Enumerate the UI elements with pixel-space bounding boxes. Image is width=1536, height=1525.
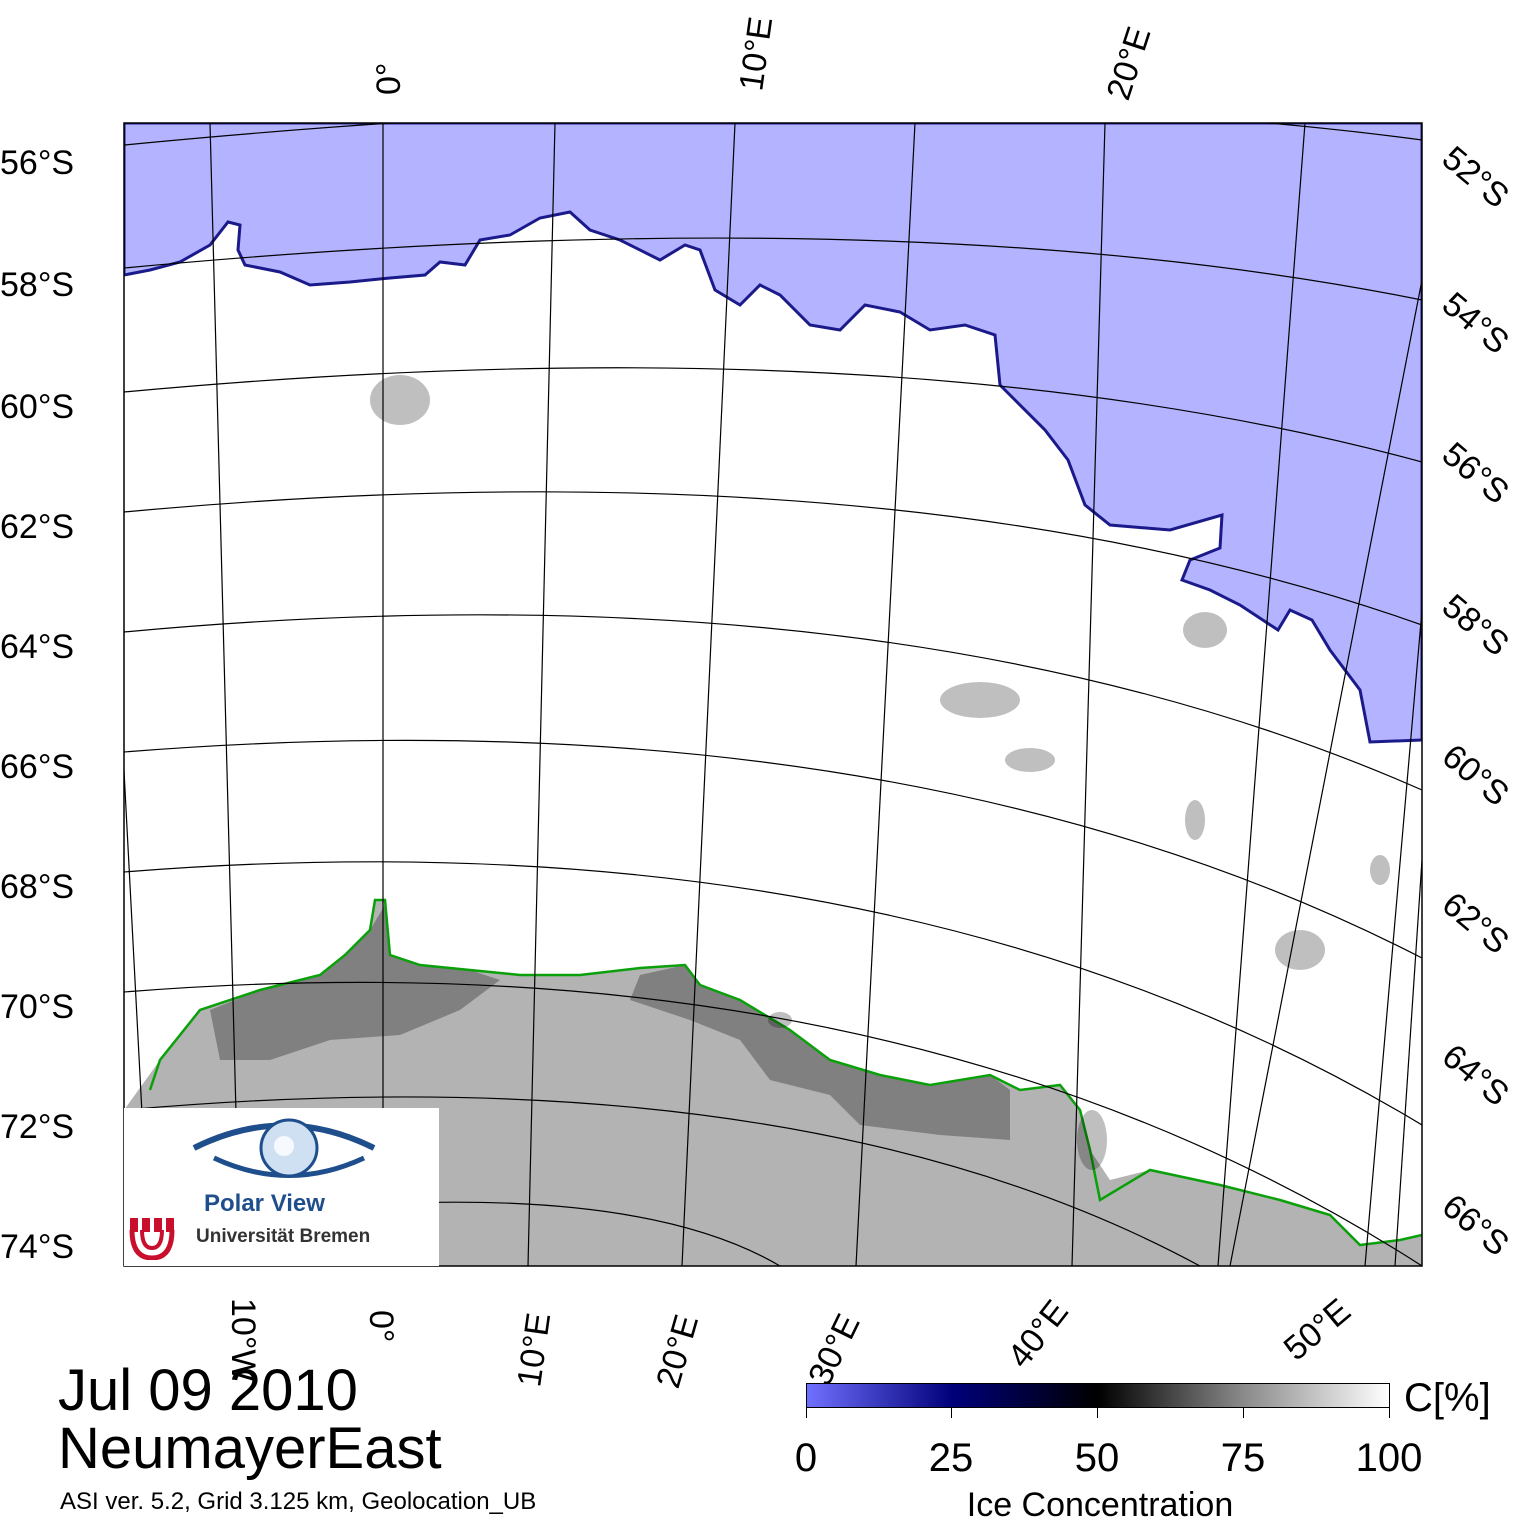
lon-label: 20°E (1099, 22, 1158, 104)
logo-title: Polar View (204, 1190, 325, 1217)
lat-label: 72°S (0, 1108, 74, 1146)
lat-label: 60°S (1435, 737, 1516, 814)
date-title: Jul 09 2010 (58, 1358, 358, 1423)
lon-label: 50°E (1277, 1291, 1358, 1368)
lat-label: 68°S (0, 868, 74, 906)
region-title: NeumayerEast (58, 1416, 442, 1481)
lon-label: 40°E (1000, 1293, 1076, 1375)
lat-label: 56°S (1435, 435, 1516, 512)
longitude-labels-top: 0° 10°E 20°E (370, 14, 1159, 104)
colorbar (806, 1383, 1390, 1408)
colorbar-tick-label: 100 (1355, 1436, 1423, 1480)
lat-label: 70°S (0, 988, 74, 1026)
lat-label: 62°S (0, 508, 74, 546)
low-concentration-patches (370, 375, 1390, 1170)
colorbar-tick (1097, 1408, 1098, 1418)
lat-label: 64°S (1435, 1037, 1516, 1114)
latitude-labels-left: 56°S 58°S 60°S 62°S 64°S 66°S 68°S 70°S … (0, 144, 74, 1266)
lat-label: 58°S (0, 266, 74, 304)
lat-label: 54°S (1435, 285, 1516, 362)
lon-label: 10°E (732, 14, 780, 93)
graticule-parallels (124, 123, 1422, 1266)
lat-label: 58°S (1435, 587, 1516, 664)
lon-label: 20°E (649, 1311, 706, 1393)
colorbar-tick-label: 0 (794, 1436, 818, 1480)
lat-label: 62°S (1435, 885, 1516, 962)
lat-label: 56°S (0, 144, 74, 182)
lat-label: 66°S (0, 748, 74, 786)
lon-label: 10°E (510, 1310, 558, 1389)
colorbar-tick (951, 1408, 952, 1418)
colorbar-tick-label: 75 (1220, 1436, 1266, 1480)
colorbar-unit: C[%] (1404, 1376, 1491, 1420)
colorbar-tick (1389, 1408, 1390, 1418)
lon-label: 30°E (801, 1308, 868, 1391)
coastline (148, 898, 1422, 1247)
lat-label: 64°S (0, 628, 74, 666)
university-seal-icon (129, 1218, 175, 1260)
graticule-meridians (124, 123, 1422, 1266)
lon-label: 0° (370, 62, 408, 95)
lat-label: 60°S (0, 388, 74, 426)
colorbar-tick-label: 50 (1074, 1436, 1120, 1480)
lon-label: 10°W (224, 1298, 262, 1382)
lat-label: 74°S (0, 1228, 74, 1266)
colorbar-tick-label: 25 (928, 1436, 974, 1480)
lon-label: 0° (362, 1310, 400, 1343)
logo-university: Universität Bremen (196, 1226, 371, 1247)
lat-label: 52°S (1435, 139, 1516, 216)
latitude-labels-right: 52°S 54°S 56°S 58°S 60°S 62°S 64°S 66°S (1435, 139, 1516, 1264)
lat-label: 66°S (1435, 1187, 1516, 1264)
colorbar-tick (1243, 1408, 1244, 1418)
polar-view-logo: Polar View Universität Bremen (124, 1108, 439, 1266)
longitude-labels-bottom: 10°W 0° 10°E 20°E 30°E 40°E 50°E (224, 1291, 1358, 1392)
open-water-area (124, 123, 1422, 744)
colorbar-title: Ice Concentration (966, 1486, 1234, 1524)
map-frame (123, 122, 1423, 1267)
product-info: ASI ver. 5.2, Grid 3.125 km, Geolocation… (60, 1488, 537, 1515)
eye-globe-icon (192, 1118, 376, 1178)
colorbar-tick (806, 1408, 807, 1418)
